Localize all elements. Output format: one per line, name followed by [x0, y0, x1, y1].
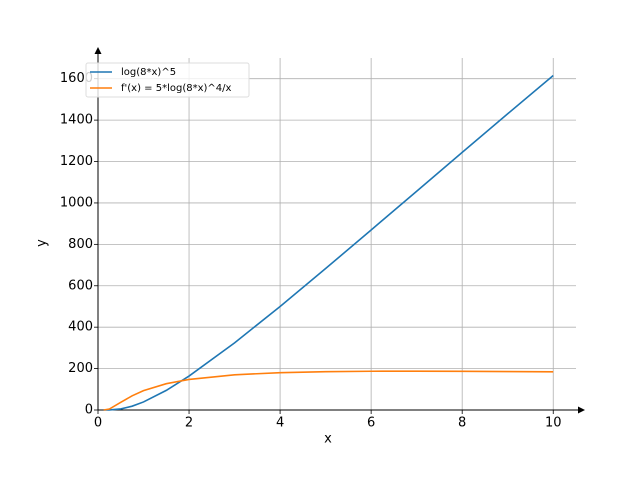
- y-tick-label: 600: [68, 278, 93, 293]
- x-axis-arrow: [578, 406, 585, 414]
- legend: log(8*x)^5 f'(x) = 5*log(8*x)^4/x: [85, 62, 250, 98]
- x-tick-label: 10: [545, 416, 562, 431]
- y-tick-label: 1200: [60, 154, 93, 169]
- y-tick-label: 0: [85, 403, 93, 418]
- x-tick-label: 8: [458, 416, 466, 431]
- y-tick-label: 1400: [60, 113, 93, 128]
- grid: [97, 58, 576, 411]
- y-tick-label: 1600: [60, 71, 93, 86]
- y-tick-label: 1000: [60, 195, 93, 210]
- line-series: [103, 74, 554, 411]
- x-tick-label: 6: [367, 416, 375, 431]
- x-tick-label: 2: [185, 416, 193, 431]
- y-tick-label: 400: [68, 320, 93, 335]
- line-series: [103, 370, 554, 411]
- legend-box: [85, 62, 250, 98]
- y-tick-label: 800: [68, 237, 93, 252]
- y-tick-label: 200: [68, 361, 93, 376]
- y-axis-arrow: [94, 47, 102, 54]
- x-tick-label: 4: [276, 416, 284, 431]
- x-tick-label: 0: [94, 416, 102, 431]
- legend-label: f'(x) = 5*log(8*x)^4/x: [121, 83, 232, 94]
- y-axis-label: y: [35, 239, 50, 247]
- x-axis-label: x: [324, 432, 332, 447]
- legend-label: log(8*x)^5: [121, 67, 176, 78]
